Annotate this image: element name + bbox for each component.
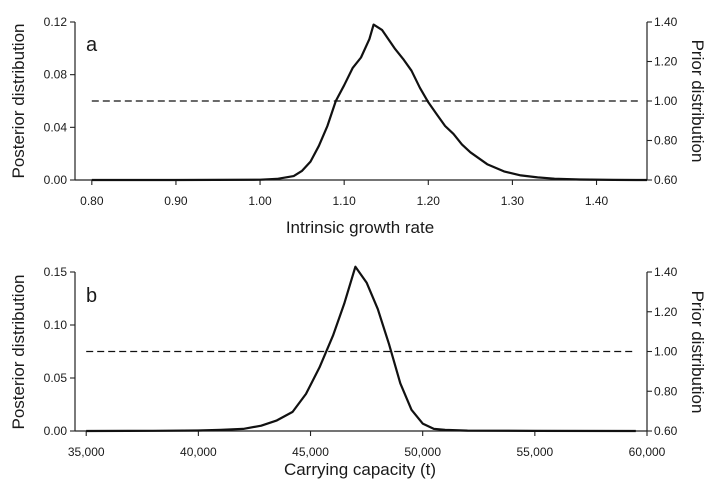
x-tick-label-a: 1.00 bbox=[248, 194, 272, 208]
y2-axis-title-a: Prior distribution bbox=[688, 40, 707, 163]
y-tick-label-a: 0.04 bbox=[44, 120, 68, 134]
x-tick-label-a: 1.30 bbox=[501, 194, 525, 208]
y2-tick-label-a: 1.20 bbox=[654, 55, 678, 69]
x-tick-label-a: 0.80 bbox=[80, 194, 104, 208]
y-tick-label-b: 0.05 bbox=[44, 371, 68, 385]
y-tick-label-b: 0.10 bbox=[44, 318, 68, 332]
x-tick-label-b: 50,000 bbox=[404, 445, 441, 459]
x-tick-label-b: 45,000 bbox=[292, 445, 329, 459]
x-tick-label-a: 1.10 bbox=[332, 194, 356, 208]
y-tick-label-b: 0.00 bbox=[44, 424, 68, 438]
y2-tick-label-b: 0.80 bbox=[654, 384, 678, 398]
x-tick-label-b: 35,000 bbox=[68, 445, 105, 459]
x-tick-label-a: 1.40 bbox=[585, 194, 609, 208]
y2-tick-label-b: 1.20 bbox=[654, 305, 678, 319]
x-tick-label-b: 60,000 bbox=[629, 445, 666, 459]
y2-tick-label-a: 0.60 bbox=[654, 173, 678, 187]
y2-tick-label-a: 1.40 bbox=[654, 15, 678, 29]
x-axis-title-b: Carrying capacity (t) bbox=[284, 460, 436, 479]
y-axis-title-a: Posterior distribution bbox=[9, 24, 28, 179]
y-tick-label-b: 0.15 bbox=[44, 265, 68, 279]
y2-tick-label-a: 0.80 bbox=[654, 134, 678, 148]
posterior-line-b bbox=[86, 265, 636, 433]
panel-label-a: a bbox=[86, 34, 98, 56]
y-axis-title-b: Posterior distribution bbox=[9, 275, 28, 430]
posterior-line-a bbox=[91, 23, 648, 182]
panel-b: b Carrying capacity (t) Posterior distri… bbox=[9, 265, 707, 479]
y-tick-label-a: 0.12 bbox=[44, 15, 68, 29]
y2-tick-label-b: 0.60 bbox=[654, 424, 678, 438]
y2-tick-label-b: 1.00 bbox=[654, 345, 678, 359]
y-tick-label-a: 0.00 bbox=[44, 173, 68, 187]
y-tick-label-a: 0.08 bbox=[44, 68, 68, 82]
y2-tick-label-a: 1.00 bbox=[654, 94, 678, 108]
y2-tick-label-b: 1.40 bbox=[654, 265, 678, 279]
y2-axis-title-b: Prior distribution bbox=[688, 291, 707, 414]
x-tick-label-a: 1.20 bbox=[417, 194, 441, 208]
x-tick-label-b: 55,000 bbox=[516, 445, 553, 459]
panel-a: a Intrinsic growth rate Posterior distri… bbox=[9, 15, 707, 237]
x-axis-title-a: Intrinsic growth rate bbox=[286, 218, 434, 237]
x-tick-label-b: 40,000 bbox=[180, 445, 217, 459]
x-tick-label-a: 0.90 bbox=[164, 194, 188, 208]
panel-label-b: b bbox=[86, 285, 97, 307]
